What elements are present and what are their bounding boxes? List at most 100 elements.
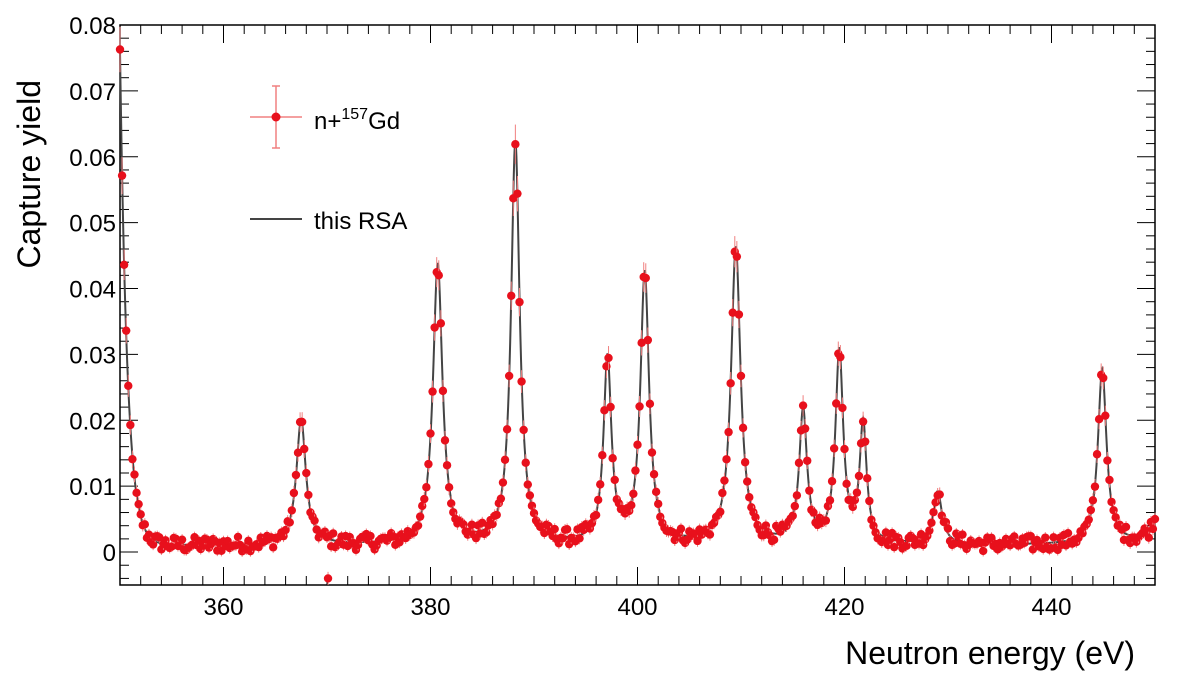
y-tick-label: 0.06 [69, 145, 116, 172]
data-point [637, 330, 646, 356]
data-point-marker [281, 525, 290, 535]
data-point [722, 450, 731, 468]
data-point-marker [177, 535, 187, 544]
data-point-marker [610, 475, 619, 485]
data-point [442, 457, 452, 474]
data-point-marker [119, 260, 129, 269]
data-point-marker [426, 429, 435, 438]
data-point-marker [502, 425, 512, 434]
data-point [167, 541, 176, 553]
data-point [119, 249, 129, 281]
data-point-marker [852, 488, 862, 497]
data-point [502, 419, 512, 439]
data-point-marker [745, 493, 754, 502]
data-point-marker [600, 406, 609, 415]
data-point-marker [720, 476, 729, 485]
legend-entry-data: n+157Gd [250, 85, 400, 149]
data-point-marker [596, 480, 605, 489]
data-point [132, 485, 141, 501]
data-point [987, 532, 996, 544]
data-point [1084, 513, 1093, 527]
data-point-marker [861, 437, 870, 446]
data-point [829, 439, 839, 458]
data-point [643, 327, 653, 353]
data-point-marker [422, 483, 431, 492]
data-point [304, 487, 313, 503]
data-point [1094, 409, 1104, 430]
data-point-marker [540, 528, 549, 538]
data-point [838, 397, 847, 419]
data-point [467, 518, 477, 531]
data-point [426, 424, 435, 443]
data-point-marker [803, 456, 812, 465]
data-point-marker [504, 371, 514, 381]
data-point [507, 281, 516, 310]
data-point [136, 507, 145, 521]
data-point [641, 263, 650, 293]
data-point-marker [1121, 522, 1131, 532]
data-point [289, 485, 299, 501]
data-point [329, 527, 338, 540]
data-point [800, 419, 810, 439]
data-point-marker [136, 510, 145, 519]
data-point [842, 476, 851, 492]
data-point-marker [155, 533, 164, 542]
data-point-marker [233, 532, 243, 542]
data-point-marker [736, 371, 746, 381]
data-point [513, 175, 522, 212]
y-tick-label: 0.05 [69, 211, 116, 238]
data-point [511, 124, 520, 164]
data-point-marker [832, 399, 841, 408]
data-point [134, 497, 143, 512]
data-point [1121, 521, 1131, 533]
data-point-marker [297, 417, 307, 427]
data-point [117, 157, 127, 195]
data-point [519, 420, 528, 440]
data-point-marker [558, 533, 568, 543]
data-point [521, 454, 530, 472]
data-point-marker [1105, 475, 1114, 485]
data-point-marker [629, 489, 638, 498]
data-point [148, 538, 158, 551]
data-point [1090, 479, 1100, 495]
data-point-marker [323, 574, 333, 583]
data-point [769, 533, 779, 546]
data-point-marker [865, 496, 874, 506]
data-point [654, 497, 663, 511]
data-point-marker [434, 271, 443, 280]
data-points-series [115, 26, 1160, 585]
data-point [1105, 472, 1114, 488]
data-point-marker [645, 399, 655, 409]
data-point [115, 26, 125, 73]
y-tick-label: 0.07 [69, 79, 116, 106]
data-point [863, 470, 872, 487]
x-tick-label: 360 [203, 594, 243, 621]
data-point-marker [1101, 411, 1110, 420]
data-point [943, 522, 953, 535]
data-point-marker [424, 459, 433, 469]
data-point-marker [517, 377, 526, 386]
data-point-marker [519, 425, 528, 435]
data-point [287, 503, 297, 518]
data-point-outlier [323, 571, 333, 585]
data-point-marker [420, 494, 429, 504]
data-point-marker [641, 273, 650, 283]
data-point-marker [654, 499, 663, 509]
data-point-marker [1107, 497, 1116, 507]
data-point [413, 519, 423, 532]
data-point-marker [740, 458, 750, 467]
data-point-marker [1088, 496, 1098, 505]
data-point [805, 483, 814, 499]
data-point [1101, 405, 1110, 426]
data-point [935, 487, 944, 502]
data-point-marker [842, 479, 851, 489]
data-point [718, 485, 727, 501]
data-point [1041, 532, 1050, 544]
data-point [523, 476, 532, 493]
data-point-marker [858, 417, 868, 426]
data-point-marker [500, 455, 510, 464]
data-point [950, 537, 959, 550]
data-point-marker [902, 541, 911, 550]
data-point-marker [128, 454, 137, 464]
data-point-marker [117, 171, 127, 180]
